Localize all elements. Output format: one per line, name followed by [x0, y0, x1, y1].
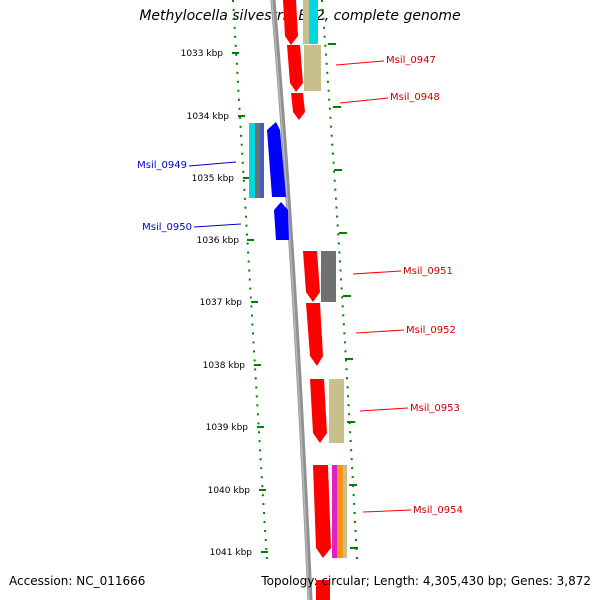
- gene-arrow-msil-0950[interactable]: [274, 202, 289, 240]
- forward-strand-features: [283, 0, 347, 600]
- genome-summary-text: Topology: circular; Length: 4,305,430 bp…: [261, 574, 591, 588]
- gene-label-msil-0948[interactable]: Msil_0948: [390, 92, 440, 103]
- leader-line-msil-0949: [188, 161, 237, 167]
- tick-label: 1034 kbp: [187, 112, 230, 122]
- leader-line-msil-0953: [359, 407, 409, 412]
- leader-line-msil-0950: [193, 223, 242, 228]
- leader-line-msil-0954: [362, 509, 412, 513]
- feature-bar-gray[interactable]: [255, 123, 260, 198]
- gene-arrow-forward[interactable]: [316, 580, 330, 600]
- gene-arrow-msil-0949[interactable]: [267, 122, 286, 197]
- feature-bar-magenta[interactable]: [332, 465, 337, 558]
- tick-label: 1036 kbp: [197, 236, 240, 246]
- gene-arrow-msil-0947[interactable]: [287, 45, 303, 92]
- feature-bar-khaki[interactable]: [304, 45, 321, 91]
- gene-label-msil-0949[interactable]: Msil_0949: [137, 160, 187, 171]
- gene-label-msil-0952[interactable]: Msil_0952: [406, 325, 456, 336]
- feature-bar-orange[interactable]: [337, 465, 343, 558]
- gene-label-msil-0947[interactable]: Msil_0947: [386, 55, 436, 66]
- feature-bar-gray[interactable]: [321, 251, 336, 302]
- feature-bar-cyan[interactable]: [307, 0, 318, 44]
- feature-bar-khaki[interactable]: [343, 465, 347, 558]
- gene-arrow-forward[interactable]: [283, 0, 298, 45]
- tick-label: 1041 kbp: [210, 548, 253, 558]
- tick-label: 1038 kbp: [203, 361, 246, 371]
- feature-bar-khaki[interactable]: [329, 379, 344, 443]
- feature-bar-cyan[interactable]: [249, 123, 255, 198]
- gene-label-msil-0950[interactable]: Msil_0950: [142, 222, 192, 233]
- genome-backbone: [270, 0, 313, 600]
- reverse-strand-features: [249, 122, 289, 240]
- leader-line-msil-0947: [335, 60, 385, 66]
- tick-label: 1039 kbp: [206, 423, 249, 433]
- gene-label-msil-0953[interactable]: Msil_0953: [410, 403, 460, 414]
- tick-label: 1037 kbp: [200, 298, 243, 308]
- leader-line-msil-0952: [355, 329, 405, 334]
- inner-ruler-track: [232, 0, 268, 561]
- feature-bar-blue[interactable]: [260, 123, 264, 198]
- tick-label: 1035 kbp: [192, 174, 235, 184]
- feature-bar-khaki[interactable]: [303, 0, 309, 44]
- gene-arrow-msil-0951[interactable]: [303, 251, 320, 302]
- leader-line-msil-0948: [339, 97, 389, 104]
- gene-arrow-msil-0954[interactable]: [313, 465, 331, 558]
- gene-arrow-msil-0953[interactable]: [310, 379, 327, 443]
- accession-text: Accession: NC_011666: [9, 574, 146, 588]
- gene-label-msil-0951[interactable]: Msil_0951: [403, 266, 453, 277]
- gene-arrow-msil-0952[interactable]: [306, 303, 323, 366]
- tick-label: 1040 kbp: [208, 486, 251, 496]
- tick-label: 1033 kbp: [181, 49, 224, 59]
- genome-title: Methylocella silvestris BL2, complete ge…: [139, 8, 461, 24]
- gene-arrow-msil-0948[interactable]: [291, 93, 305, 120]
- tick-marks: [232, 43, 358, 553]
- leader-line-msil-0951: [352, 270, 402, 275]
- gene-label-msil-0954[interactable]: Msil_0954: [413, 505, 463, 516]
- genome-backbone-highlight: [271, 0, 310, 600]
